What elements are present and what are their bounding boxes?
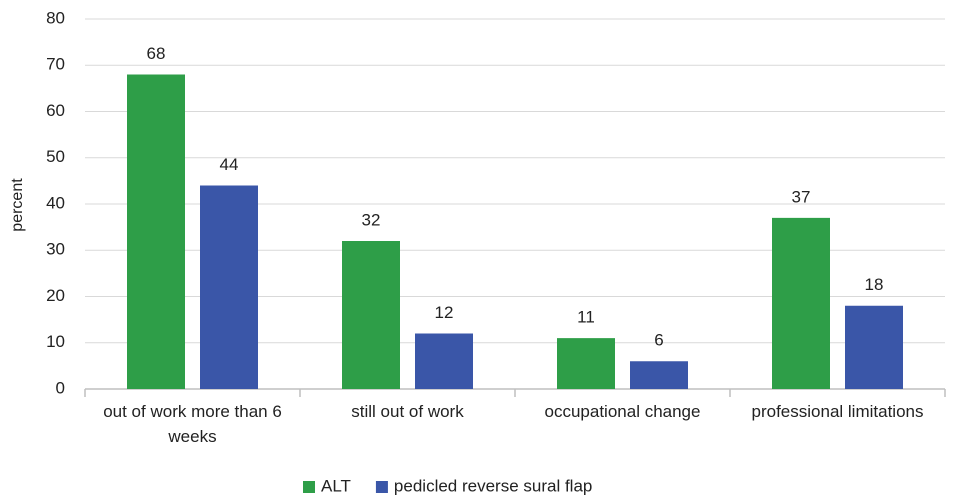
x-tick-label: professional limitations <box>751 402 924 421</box>
y-tick-label: 0 <box>56 378 65 397</box>
y-tick-label: 80 <box>46 8 65 27</box>
x-tick-label: out of work more than 6 weeks <box>103 402 282 446</box>
y-tick-label: 10 <box>46 332 65 351</box>
legend-swatch <box>375 481 388 493</box>
bar <box>772 217 830 389</box>
legend-swatch <box>303 481 315 493</box>
bar <box>200 185 258 389</box>
data-label: 68 <box>147 44 166 63</box>
y-tick-label: 40 <box>46 193 65 212</box>
legend-label: ALT <box>321 476 351 495</box>
x-tick-label: still out of work <box>351 402 464 421</box>
y-tick-label: 70 <box>46 55 65 74</box>
x-tick-label-box: occupational change <box>544 402 701 421</box>
data-label: 12 <box>435 303 454 322</box>
bar <box>342 241 400 389</box>
x-tick-label-box: professional limitations <box>751 402 924 421</box>
y-tick-label: 20 <box>46 286 65 305</box>
bar <box>557 338 615 389</box>
data-label: 37 <box>792 187 811 206</box>
x-tick-label-box: still out of work <box>351 402 464 421</box>
x-tick-label-box: out of work more than 6 weeks <box>103 402 282 446</box>
y-tick-label: 50 <box>46 147 65 166</box>
data-label: 32 <box>362 210 381 229</box>
x-tick-label: occupational change <box>544 402 701 421</box>
legend-label: pedicled reverse sural flap <box>394 476 592 495</box>
bar <box>415 333 473 389</box>
data-label: 44 <box>220 155 239 174</box>
bar <box>127 74 185 389</box>
y-axis-label: percent <box>9 178 26 232</box>
y-tick-label: 60 <box>46 101 65 120</box>
data-label: 11 <box>577 308 595 327</box>
data-label: 18 <box>865 275 884 294</box>
bar <box>630 361 688 389</box>
y-tick-label: 30 <box>46 240 65 259</box>
bar <box>845 305 903 389</box>
data-label: 6 <box>654 331 663 350</box>
